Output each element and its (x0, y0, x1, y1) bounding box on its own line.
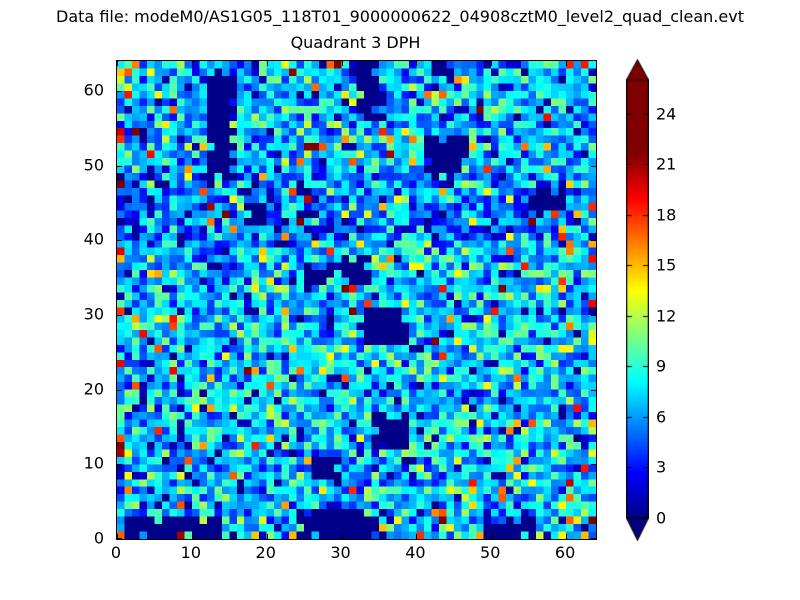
x-tick-label: 10 (180, 543, 202, 562)
chart-title: Quadrant 3 DPH (290, 33, 421, 52)
tick-mark (591, 91, 596, 92)
tick-mark (192, 61, 193, 66)
x-tick-label: 30 (330, 543, 351, 562)
tick-mark (117, 390, 122, 391)
tick-mark (117, 61, 118, 66)
tick-mark (591, 315, 596, 316)
y-tick-label: 60 (83, 80, 104, 100)
heatmap-axes (116, 60, 597, 540)
data-file-label: Data file: modeM0/AS1G05_118T01_90000006… (56, 7, 744, 26)
y-tick-label: 30 (83, 304, 104, 324)
colorbar-tick-label: 9 (656, 356, 667, 376)
x-tick-label: 40 (405, 543, 426, 562)
colorbar-tick-label: 15 (656, 255, 677, 275)
tick-mark (491, 61, 492, 66)
y-tick-label: 50 (83, 155, 104, 175)
x-tick-label: 20 (255, 543, 276, 562)
tick-mark (591, 464, 596, 465)
colorbar-tick-label: 12 (656, 306, 677, 326)
tick-mark (117, 166, 122, 167)
colorbar-tick-label: 18 (656, 205, 677, 225)
tick-mark (591, 166, 596, 167)
y-tick-label: 40 (83, 229, 104, 249)
y-tick-label: 0 (93, 528, 104, 548)
tick-mark (566, 61, 567, 66)
tick-mark (342, 534, 343, 539)
tick-mark (267, 61, 268, 66)
tick-mark (117, 315, 122, 316)
colorbar (626, 59, 649, 541)
tick-mark (342, 61, 343, 66)
tick-mark (591, 538, 596, 539)
x-tick-label: 50 (480, 543, 501, 562)
x-tick-label: 0 (110, 543, 122, 562)
heatmap-image (117, 61, 596, 539)
x-tick-label: 60 (554, 543, 576, 562)
y-tick-label: 20 (83, 379, 104, 399)
tick-mark (267, 534, 268, 539)
tick-mark (117, 538, 122, 539)
tick-mark (566, 534, 567, 539)
tick-mark (591, 390, 596, 391)
colorbar-tick-label: 6 (656, 407, 667, 427)
colorbar-tick-label: 3 (656, 457, 667, 477)
colorbar-tick-label: 24 (656, 104, 677, 124)
tick-mark (491, 534, 492, 539)
tick-mark (117, 240, 122, 241)
tick-mark (192, 534, 193, 539)
colorbar-tick-label: 21 (656, 154, 677, 174)
tick-mark (591, 240, 596, 241)
tick-mark (117, 534, 118, 539)
colorbar-tick-label: 0 (656, 508, 667, 528)
tick-mark (117, 91, 122, 92)
y-tick-label: 10 (83, 453, 104, 473)
tick-mark (117, 464, 122, 465)
tick-mark (416, 534, 417, 539)
tick-mark (416, 61, 417, 66)
